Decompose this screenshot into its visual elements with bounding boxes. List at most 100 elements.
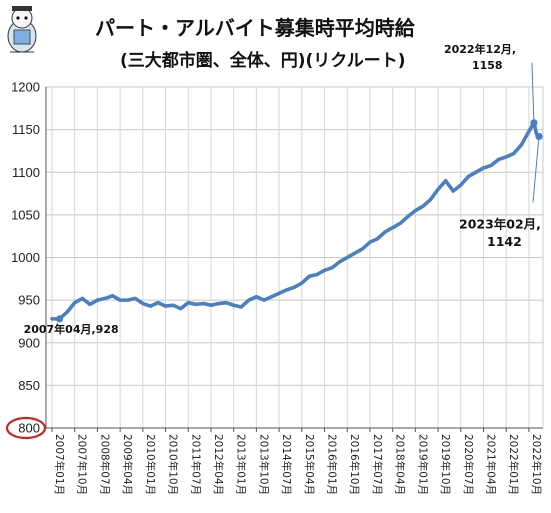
data-point xyxy=(322,268,327,272)
data-point xyxy=(285,288,289,292)
x-tick-label: 2016年10月 xyxy=(348,434,361,495)
x-tick-label: 2010年01月 xyxy=(144,434,157,495)
x-tick-label: 2014年07月 xyxy=(280,434,293,495)
highlight-ring xyxy=(5,416,47,440)
data-point xyxy=(519,143,523,147)
data-point xyxy=(65,310,69,314)
data-point xyxy=(133,296,137,301)
data-point xyxy=(307,274,311,278)
data-point xyxy=(194,302,198,306)
data-point xyxy=(428,197,433,202)
x-tick-label: 2015年04月 xyxy=(303,434,316,495)
y-tick-label: 1200 xyxy=(11,80,40,95)
x-tick-label: 2007年01月 xyxy=(53,434,66,495)
annotation-value: 1142 xyxy=(487,234,522,249)
data-point xyxy=(413,209,417,213)
data-point xyxy=(481,166,486,170)
x-tick-label: 2016年01月 xyxy=(326,434,339,495)
data-point xyxy=(383,230,387,234)
data-point xyxy=(421,204,425,208)
data-point xyxy=(171,303,175,307)
annotation-marker xyxy=(530,119,538,127)
y-tick-label: 850 xyxy=(18,378,40,393)
data-point xyxy=(247,298,251,302)
x-tick-label: 2011年07月 xyxy=(189,434,202,495)
y-tick-label: 1150 xyxy=(12,122,40,137)
data-point xyxy=(148,304,153,308)
x-tick-label: 2008年07月 xyxy=(98,434,111,495)
annotation-marker xyxy=(55,315,64,323)
data-point xyxy=(451,189,455,193)
data-point xyxy=(497,157,501,162)
x-tick-label: 2018年04月 xyxy=(394,434,407,495)
data-point xyxy=(269,295,274,299)
data-point xyxy=(95,298,100,302)
annotation-marker xyxy=(535,132,543,141)
data-point xyxy=(163,304,168,308)
data-point xyxy=(224,301,228,305)
data-point xyxy=(436,187,440,191)
data-point xyxy=(489,163,493,168)
data-point xyxy=(239,305,243,309)
x-tick-label: 2020年07月 xyxy=(462,434,475,495)
y-tick-label: 1000 xyxy=(11,250,40,265)
x-tick-label: 2021年04月 xyxy=(484,434,497,495)
x-tick-label: 2013年10月 xyxy=(257,434,270,495)
mascot-logo xyxy=(7,6,37,53)
annotation-label: 2023年02月, xyxy=(459,216,541,231)
y-tick-label: 1050 xyxy=(11,207,40,222)
data-point xyxy=(232,303,236,307)
data-point xyxy=(50,317,54,321)
data-point xyxy=(391,226,395,230)
y-tick-label: 1100 xyxy=(12,165,40,180)
data-point xyxy=(88,302,92,306)
y-tick-label: 800 xyxy=(18,421,40,436)
y-tick-label: 900 xyxy=(18,335,40,350)
data-point xyxy=(466,174,470,179)
data-point xyxy=(459,183,463,187)
annotation-value: 1158 xyxy=(472,59,503,72)
data-point xyxy=(118,298,122,302)
data-point xyxy=(338,260,342,264)
annotations-layer: 2007年04月,928 2022年12月, 1158 2023年02月, 1142 xyxy=(24,42,543,336)
chart-title: パート・アルバイト募集時平均時給 xyxy=(95,16,416,40)
data-point xyxy=(126,298,130,302)
data-point xyxy=(398,221,402,225)
data-point xyxy=(345,255,349,260)
data-point xyxy=(315,272,319,277)
x-tick-label: 2009年04月 xyxy=(121,434,134,495)
data-point xyxy=(300,281,304,285)
data-point xyxy=(375,237,380,241)
chart-subtitle: (三大都市圏、全体、円)(リクルート) xyxy=(120,50,406,71)
data-point xyxy=(80,296,84,301)
data-point xyxy=(73,301,77,305)
axes xyxy=(45,87,544,432)
data-point xyxy=(527,129,531,133)
data-point xyxy=(353,251,357,255)
x-tick-label: 2022年10月 xyxy=(530,434,543,495)
data-point xyxy=(512,151,516,156)
x-tick-label: 2019年10月 xyxy=(439,434,452,495)
x-axis-ticks: 2007年01月 2007年10月 2008年07月 2009年04月 2010年01月… xyxy=(53,434,543,495)
data-point xyxy=(103,296,107,301)
data-point xyxy=(209,303,213,307)
data-point xyxy=(444,179,448,183)
annotation-label: 2007年04月,928 xyxy=(24,322,119,336)
x-tick-label: 2017年07月 xyxy=(371,434,384,495)
data-point xyxy=(368,240,372,244)
y-tick-label: 950 xyxy=(18,293,40,308)
data-point xyxy=(360,247,364,251)
x-tick-label: 2012年04月 xyxy=(212,434,225,495)
data-point xyxy=(277,291,281,295)
data-point xyxy=(201,301,205,306)
data-point xyxy=(474,170,478,174)
data-point xyxy=(254,295,258,299)
series-layer xyxy=(50,121,541,321)
annotation-label: 2022年12月, xyxy=(444,42,516,56)
data-point xyxy=(406,214,410,219)
data-point xyxy=(504,155,508,159)
x-tick-label: 2013年01月 xyxy=(235,434,248,495)
data-point xyxy=(292,285,296,289)
annotation-leader xyxy=(531,62,535,123)
